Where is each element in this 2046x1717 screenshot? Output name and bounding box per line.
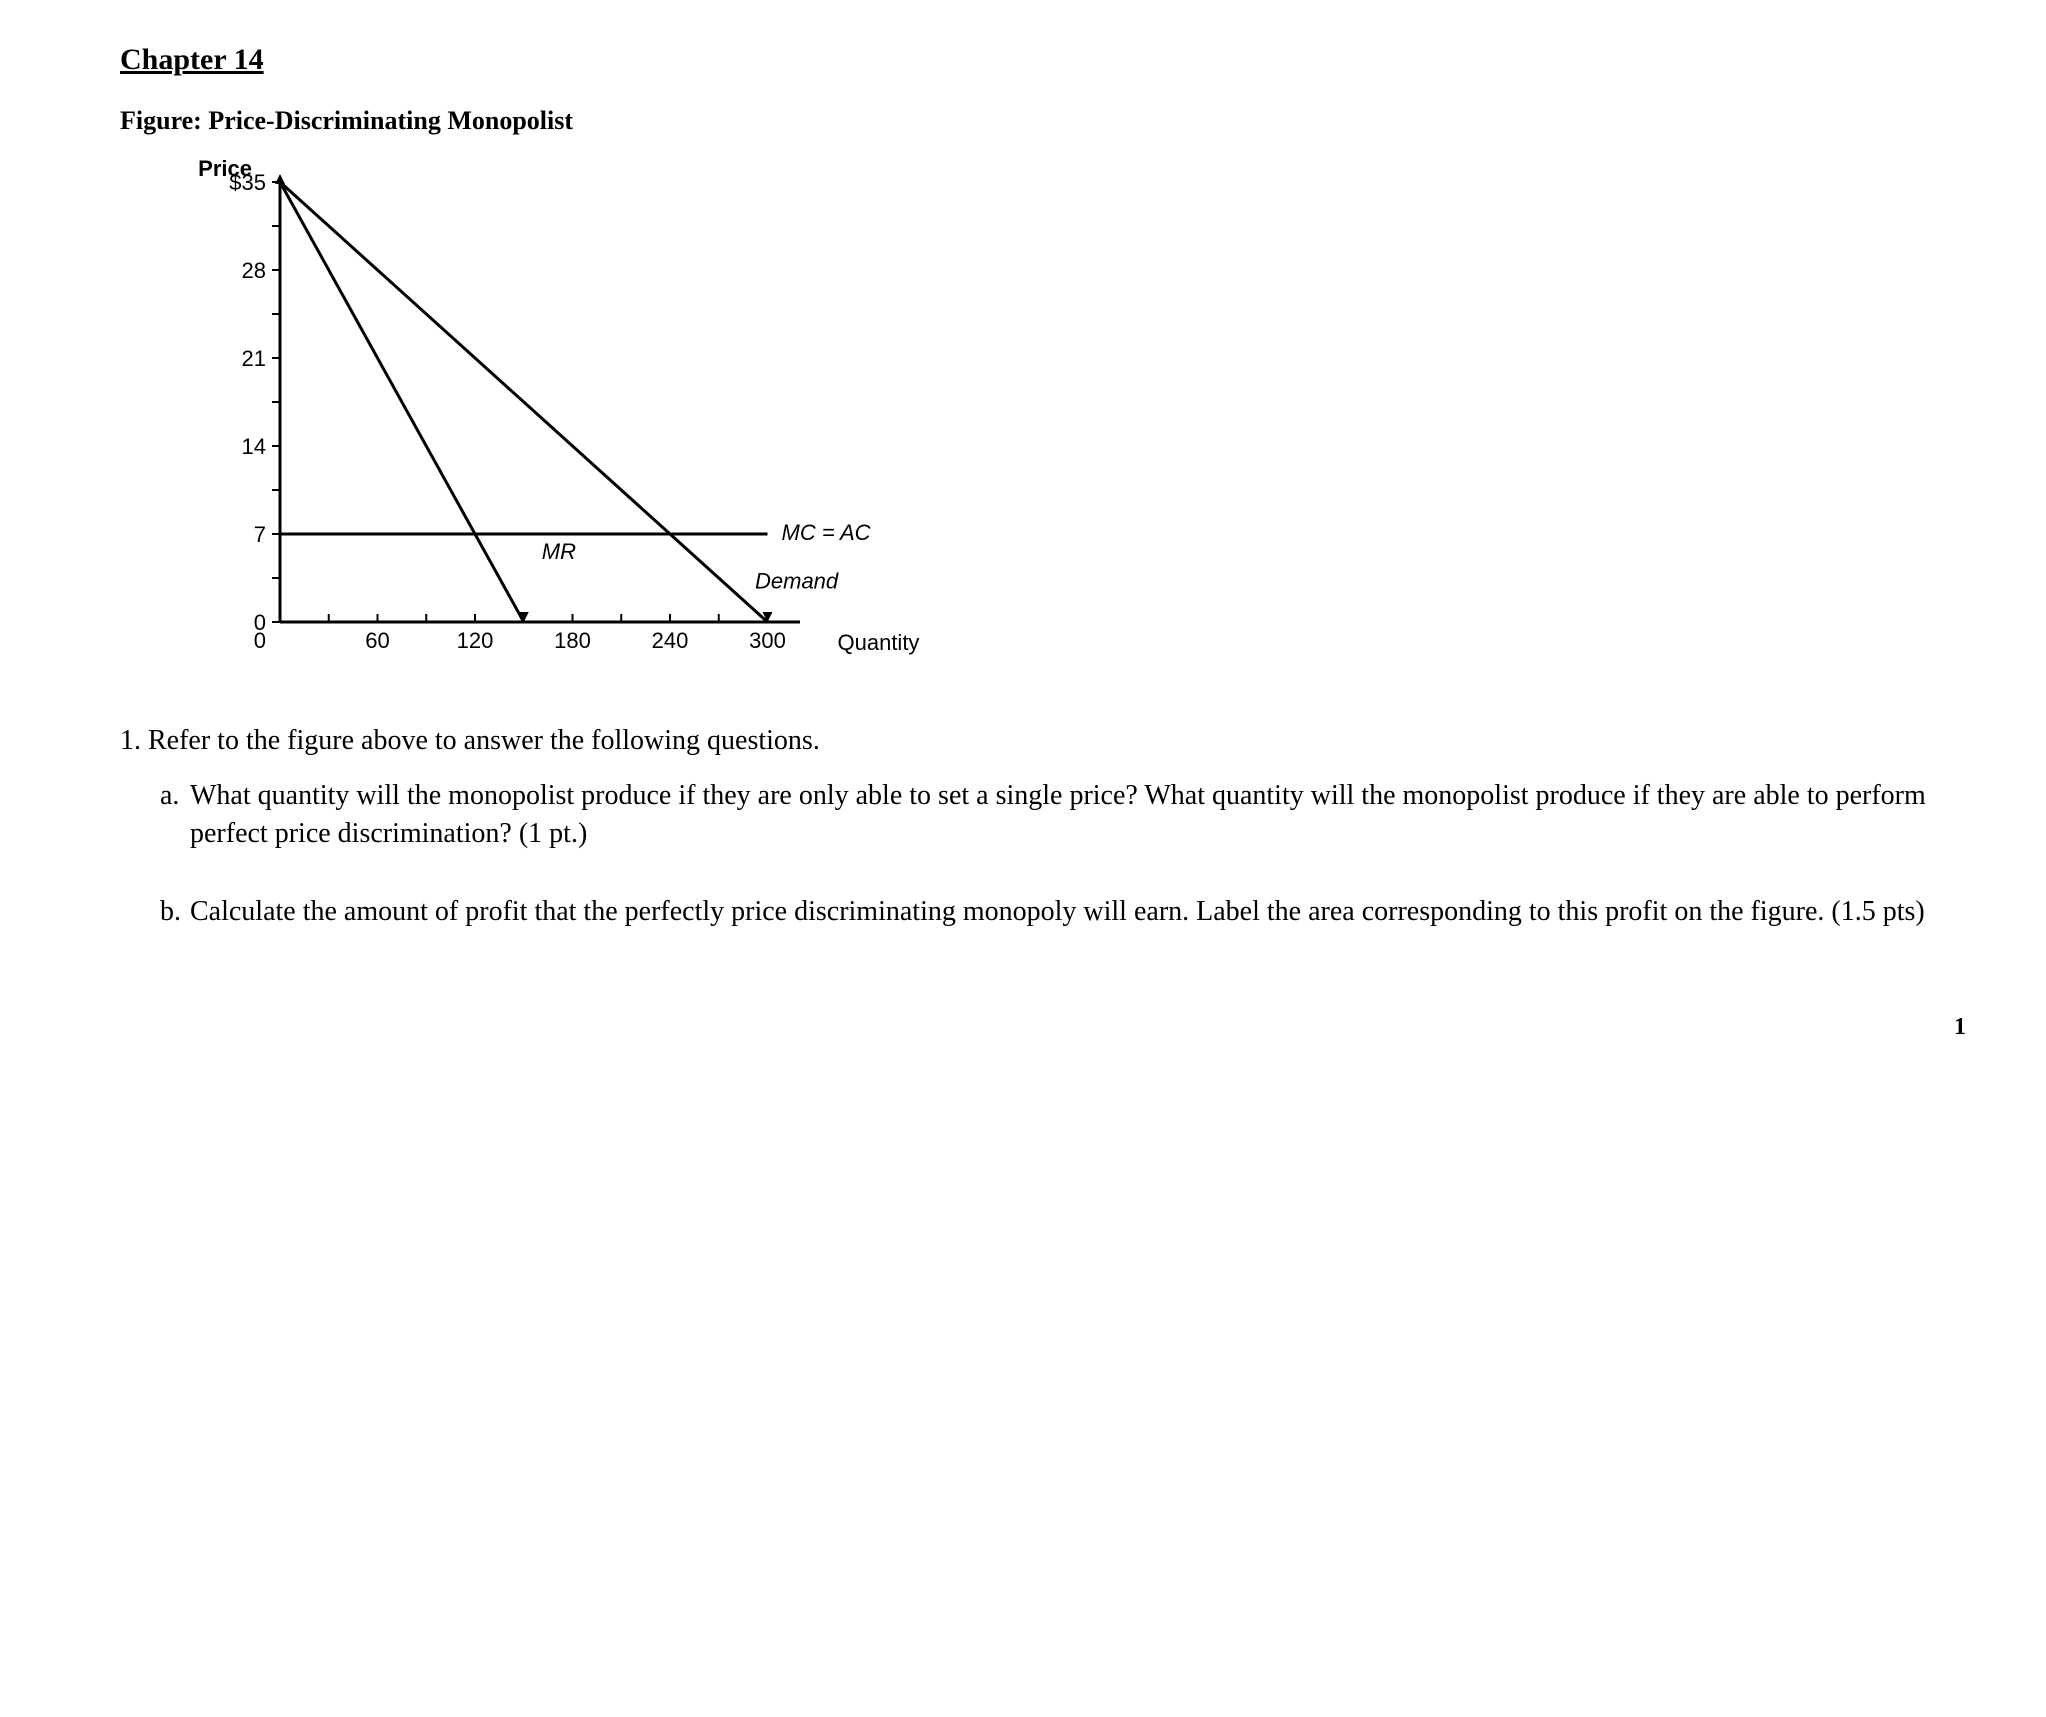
question-1b: b. Calculate the amount of profit that t… [160, 893, 1926, 931]
svg-text:180: 180 [554, 628, 591, 653]
chapter-title: Chapter 14 [120, 40, 1986, 81]
price-discrimination-chart: Price$3528211470601201802403000QuantityM… [180, 152, 960, 692]
page-number: 1 [60, 1011, 1966, 1043]
svg-text:MC = AC: MC = AC [782, 520, 871, 545]
svg-text:14: 14 [242, 434, 266, 459]
svg-text:0: 0 [254, 628, 266, 653]
svg-text:Demand: Demand [755, 568, 839, 593]
question-1: 1. Refer to the figure above to answer t… [120, 722, 1926, 760]
figure-title: Figure: Price-Discriminating Monopolist [120, 103, 1986, 138]
svg-text:7: 7 [254, 522, 266, 547]
question-1b-text: Calculate the amount of profit that the … [190, 893, 1925, 931]
svg-text:120: 120 [457, 628, 494, 653]
svg-text:MR: MR [542, 539, 576, 564]
svg-text:240: 240 [652, 628, 689, 653]
question-1b-marker: b. [160, 893, 190, 931]
svg-text:$35: $35 [229, 170, 266, 195]
svg-text:28: 28 [242, 258, 266, 283]
svg-text:21: 21 [242, 346, 266, 371]
question-1a-text: What quantity will the monopolist produc… [190, 777, 1926, 853]
svg-text:60: 60 [365, 628, 389, 653]
svg-text:300: 300 [749, 628, 786, 653]
chart-container: Price$3528211470601201802403000QuantityM… [180, 152, 1986, 692]
questions: 1. Refer to the figure above to answer t… [120, 722, 1926, 931]
question-1a: a. What quantity will the monopolist pro… [160, 777, 1926, 853]
question-1a-marker: a. [160, 777, 190, 853]
svg-text:Quantity: Quantity [838, 630, 920, 655]
